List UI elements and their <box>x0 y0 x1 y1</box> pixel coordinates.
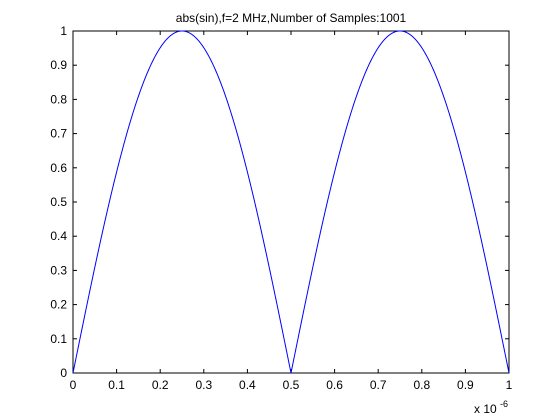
series-layer <box>72 30 510 374</box>
y-tick-label: 0.8 <box>50 92 67 106</box>
y-tick-label: 0.2 <box>50 298 67 312</box>
y-tick-label: 0.3 <box>50 263 67 277</box>
x-axis-exponent-base: x 10 <box>474 402 497 416</box>
y-tick-label: 0 <box>60 366 67 380</box>
x-tick-label: 0.8 <box>413 378 430 392</box>
x-tick-label: 0.3 <box>195 378 212 392</box>
y-tick-label: 0.4 <box>50 229 67 243</box>
x-tick-label: 0.5 <box>283 378 300 392</box>
x-axis-exponent-power: -6 <box>500 399 508 409</box>
x-tick-label: 0.2 <box>152 378 169 392</box>
series-line-abs-sin <box>72 30 510 374</box>
chart-title: abs(sin),f=2 MHz,Number of Samples:1001 <box>176 11 407 25</box>
x-tick-label: 0.4 <box>239 378 256 392</box>
x-tick-label: 1 <box>506 378 513 392</box>
y-axis: 0 0.1 0.2 0.3 0.4 0.5 0.6 0.7 0.8 0.9 1 <box>50 24 509 380</box>
y-tick-label: 0.7 <box>50 127 67 141</box>
x-axis-exponent: x 10 -6 <box>474 399 508 416</box>
plot-area <box>72 30 510 374</box>
y-tick-label: 0.1 <box>50 332 67 346</box>
x-tick-label: 0.9 <box>457 378 474 392</box>
x-axis: 0 0.1 0.2 0.3 0.4 0.5 0.6 0.7 0.8 0.9 1 <box>70 31 513 392</box>
y-tick-label: 0.5 <box>50 195 67 209</box>
x-tick-label: 0 <box>70 378 77 392</box>
x-tick-label: 0.1 <box>108 378 125 392</box>
y-tick-label: 1 <box>60 24 67 38</box>
x-tick-label: 0.7 <box>370 378 387 392</box>
y-tick-label: 0.6 <box>50 161 67 175</box>
x-tick-label: 0.6 <box>326 378 343 392</box>
y-tick-label: 0.9 <box>50 58 67 72</box>
